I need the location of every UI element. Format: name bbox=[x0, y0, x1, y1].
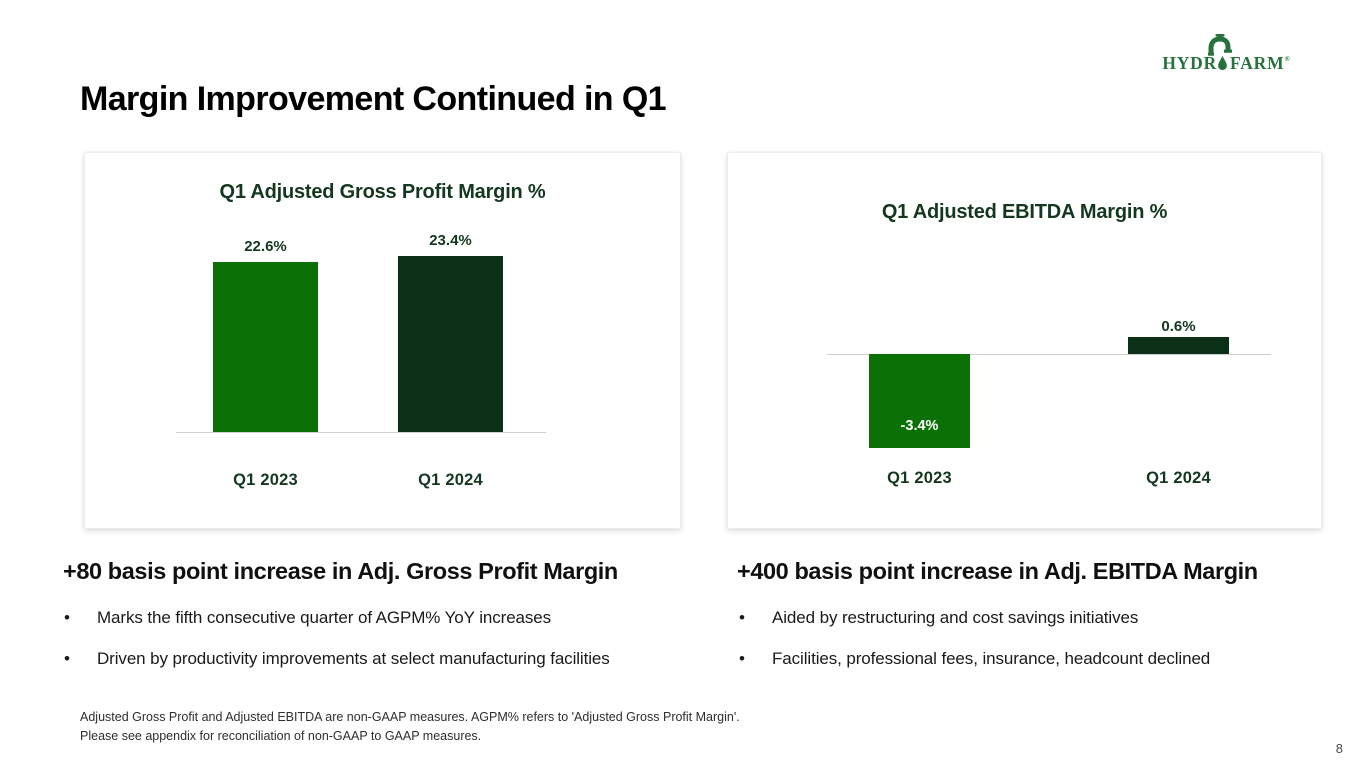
page-number: 8 bbox=[1335, 741, 1343, 756]
water-drop-slot bbox=[1208, 34, 1233, 71]
list-item: • Marks the fifth consecutive quarter of… bbox=[64, 608, 719, 628]
faucet-icon bbox=[1206, 34, 1236, 56]
bar-value-label: 22.6% bbox=[244, 238, 287, 255]
gross-profit-bullet-list: • Marks the fifth consecutive quarter of… bbox=[64, 608, 719, 690]
bullet-text: Aided by restructuring and cost savings … bbox=[772, 608, 1139, 627]
bar-value-label: 0.6% bbox=[1161, 318, 1196, 335]
gross-profit-margin-chart: 22.6% Q1 2023 23.4% Q1 2024 bbox=[85, 153, 680, 528]
bar-q1-2023 bbox=[869, 354, 970, 448]
bullet-text: Driven by productivity improvements at s… bbox=[97, 649, 610, 668]
bullet-text: Marks the fifth consecutive quarter of A… bbox=[97, 608, 552, 627]
logo-text-part2: FARM bbox=[1230, 53, 1285, 73]
bullet-icon: • bbox=[739, 608, 745, 627]
gross-profit-headline: +80 basis point increase in Adj. Gross P… bbox=[63, 558, 618, 584]
category-label: Q1 2023 bbox=[233, 471, 298, 489]
bullet-icon: • bbox=[64, 649, 70, 668]
list-item: • Aided by restructuring and cost saving… bbox=[739, 608, 1339, 628]
slide-title: Margin Improvement Continued in Q1 bbox=[80, 80, 667, 118]
hydrofarm-logo-text: HYDR FARM® bbox=[1161, 34, 1291, 74]
footnote-line-1: Adjusted Gross Profit and Adjusted EBITD… bbox=[80, 710, 740, 724]
ebitda-margin-chart: -3.4% Q1 2023 0.6% Q1 2024 bbox=[728, 153, 1321, 528]
bullet-text: Facilities, professional fees, insurance… bbox=[772, 649, 1211, 668]
gross-profit-chart-title: Q1 Adjusted Gross Profit Margin % bbox=[219, 181, 546, 203]
logo-text-part1: HYDR bbox=[1162, 53, 1218, 73]
ebitda-chart-title: Q1 Adjusted EBITDA Margin % bbox=[881, 201, 1168, 223]
registered-trademark: ® bbox=[1284, 55, 1290, 63]
gross-profit-margin-chart-card: Q1 Adjusted Gross Profit Margin % 22.6% Q… bbox=[84, 152, 681, 529]
x-axis-line bbox=[176, 432, 546, 433]
bar-q1-2023 bbox=[213, 262, 318, 432]
bullet-icon: • bbox=[739, 649, 745, 668]
bullet-icon: • bbox=[64, 608, 70, 627]
ebitda-margin-chart-card: Q1 Adjusted EBITDA Margin % -3.4% Q1 2023… bbox=[727, 152, 1322, 529]
ebitda-headline: +400 basis point increase in Adj. EBITDA… bbox=[737, 558, 1258, 584]
bar-q1-2024 bbox=[1128, 337, 1229, 354]
footnote-line-2: Please see appendix for reconciliation o… bbox=[80, 728, 482, 743]
bar-q1-2024 bbox=[398, 256, 503, 432]
hydrofarm-logo: HYDR FARM® bbox=[1161, 24, 1291, 74]
water-drop-icon bbox=[1218, 56, 1227, 70]
footnote: Adjusted Gross Profit and Adjusted EBITD… bbox=[80, 708, 740, 745]
category-label: Q1 2024 bbox=[1146, 469, 1211, 487]
bar-value-label: 23.4% bbox=[429, 232, 472, 249]
bar-value-label: -3.4% bbox=[900, 418, 939, 434]
list-item: • Facilities, professional fees, insuran… bbox=[739, 649, 1339, 669]
x-axis-line bbox=[827, 354, 1271, 355]
category-label: Q1 2023 bbox=[887, 469, 952, 487]
category-label: Q1 2024 bbox=[418, 471, 483, 489]
ebitda-bullet-list: • Aided by restructuring and cost saving… bbox=[739, 608, 1339, 690]
list-item: • Driven by productivity improvements at… bbox=[64, 649, 719, 669]
